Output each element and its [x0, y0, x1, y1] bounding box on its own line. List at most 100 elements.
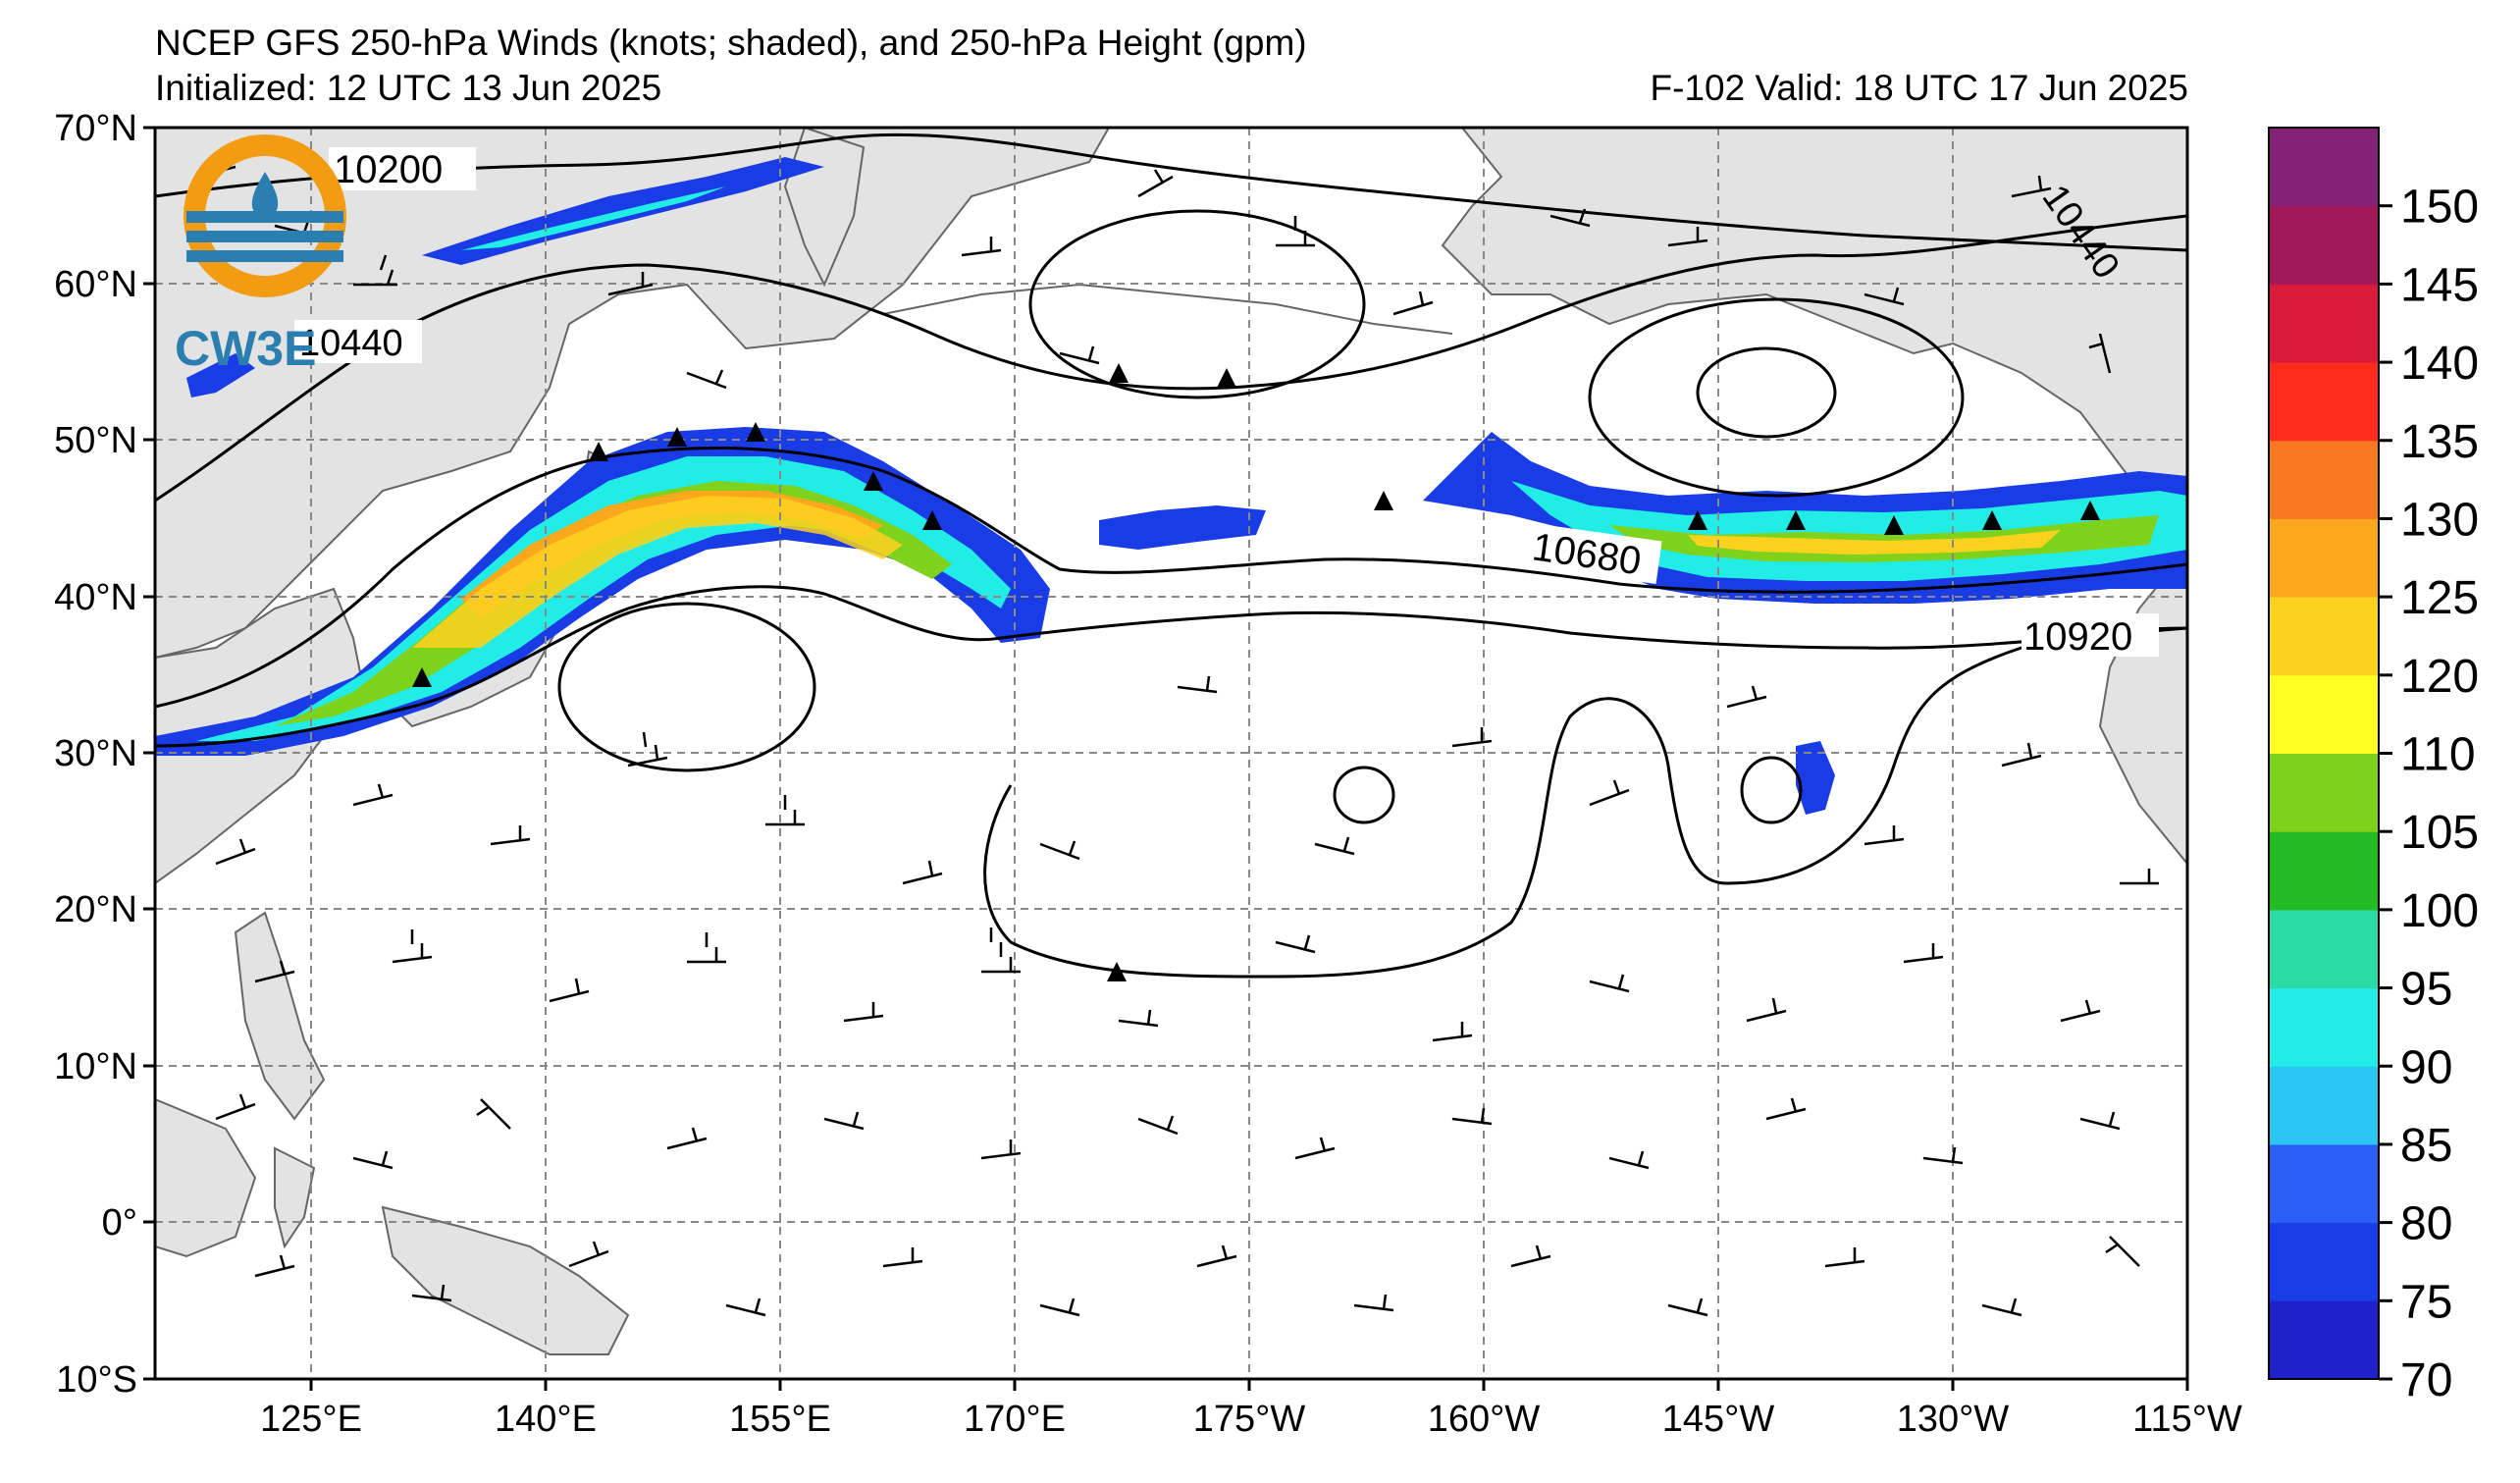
wind-barb-flag	[1688, 510, 1707, 530]
wind-barb	[353, 254, 397, 287]
colorbar-segment	[2269, 909, 2379, 989]
colorbar-segment	[2269, 284, 2379, 363]
wind-barb	[1118, 1009, 1159, 1028]
wind-barb	[1824, 1247, 1865, 1268]
wind-barb-flag	[1374, 491, 1393, 510]
wind-barb	[476, 1098, 511, 1130]
wind-barb-flag	[1109, 363, 1129, 383]
map-title: NCEP GFS 250-hPa Winds (knots; shaded), …	[155, 23, 1307, 63]
contour-label-bg	[1519, 522, 1662, 585]
colorbar-segment	[2269, 987, 2379, 1067]
lon-label: 125°E	[260, 1399, 362, 1440]
wind-barb	[2088, 333, 2112, 374]
lat-lon-grid	[155, 128, 2187, 1379]
land-borneo	[155, 1097, 257, 1258]
colorbar-segment	[2269, 1222, 2379, 1301]
wind-barb	[980, 1139, 1022, 1160]
wind-barb-flag	[1786, 510, 1806, 530]
contour-subtropical-ridge	[983, 626, 2187, 979]
colorbar-segment	[2269, 440, 2379, 519]
lon-labels: 125°E 140°E 155°E 170°E 175°W 160°W 145°…	[260, 1399, 2242, 1440]
wind-barb	[1353, 1294, 1394, 1312]
colorbar-label: 120	[2400, 651, 2479, 703]
lat-label: 50°N	[54, 420, 137, 461]
lon-label: 115°W	[2132, 1399, 2242, 1440]
wind-barb-flag	[746, 422, 765, 442]
colorbar-label: 140	[2400, 338, 2479, 390]
lon-label: 155°E	[729, 1399, 831, 1440]
wind-barb	[981, 927, 1021, 974]
contour-label-group: 10200 10440 10440 10680 10920	[294, 147, 2159, 659]
wind-barb	[1746, 997, 1787, 1023]
wind-barb	[215, 1093, 256, 1121]
wind-barb	[1039, 840, 1080, 861]
lat-label: 0°	[102, 1202, 137, 1244]
lon-label: 140°E	[495, 1399, 597, 1440]
lon-label: 160°W	[1428, 1399, 1541, 1440]
wind-barb	[1608, 1150, 1650, 1170]
wind-barb	[1137, 1115, 1179, 1136]
wind-barb	[961, 237, 1002, 257]
contour-10680	[155, 447, 2187, 709]
colorbar-label: 85	[2400, 1120, 2452, 1172]
colorbar-segment	[2269, 362, 2379, 442]
lat-axis	[143, 126, 155, 1381]
closed-high-mid-pacific	[1333, 766, 1395, 824]
wind-barb	[254, 1254, 295, 1278]
contour-label-bg	[329, 147, 476, 190]
wind-barb-flag	[667, 427, 687, 447]
wind-barb-flag	[864, 471, 883, 491]
closed-high-west-pacific	[557, 602, 816, 772]
wind-barbs	[195, 154, 2159, 1317]
colorbar-segment	[2269, 518, 2379, 598]
lon-label: 130°W	[1897, 1399, 2010, 1440]
wind-barb	[902, 860, 943, 885]
wind-barb	[2001, 742, 2042, 768]
wind-barb	[1059, 345, 1100, 365]
wind-barb	[823, 1111, 865, 1131]
land-philippines	[234, 911, 326, 1121]
lon-label: 145°W	[1662, 1399, 1775, 1440]
wind-barb	[882, 1247, 923, 1268]
colorbar-label: 95	[2400, 964, 2452, 1016]
jet-small-blob	[1796, 741, 1835, 815]
wind-barb	[1667, 1298, 1708, 1317]
land-new-guinea	[381, 1205, 630, 1355]
wind-barb-flag	[922, 510, 942, 530]
contour-label: 10920	[2023, 615, 2132, 659]
colorbar-segment	[2269, 597, 2379, 676]
wind-barb	[607, 272, 654, 296]
wind-barb	[1177, 675, 1218, 694]
lon-axis	[309, 1379, 2189, 1391]
wind-barb	[1196, 1245, 1237, 1268]
logo-text: CW3E	[175, 321, 316, 376]
cw3e-logo: CW3E	[175, 134, 346, 376]
wind-barb	[1510, 1245, 1551, 1268]
water-drop-icon	[251, 172, 279, 221]
wind-barb	[1903, 943, 1944, 964]
colorbar-label: 130	[2400, 494, 2479, 546]
colorbar-segment	[2269, 1143, 2379, 1224]
wind-barb	[2011, 175, 2052, 198]
height-contours	[155, 132, 2187, 979]
wind-barb	[1765, 1097, 1807, 1121]
wind-barb	[215, 838, 256, 866]
contour-label: 10200	[334, 148, 443, 191]
lat-label: 20°N	[54, 889, 137, 930]
wind-barb	[686, 369, 727, 390]
wind-barb	[687, 932, 726, 964]
closed-high-northeast	[1588, 297, 1965, 498]
jet-far-west	[186, 353, 255, 397]
wind-barb	[490, 825, 531, 846]
jet-mid-blob	[1099, 505, 1266, 550]
wind-barb	[254, 960, 295, 983]
initialized-time: Initialized: 12 UTC 13 Jun 2025	[155, 68, 662, 108]
wind-barb	[1392, 291, 1434, 316]
wind-barb	[666, 1127, 708, 1150]
jet-east-inner	[1511, 481, 2187, 581]
wind-barb	[1726, 685, 1767, 709]
land-asia-north	[155, 128, 1111, 660]
wind-barb	[1451, 727, 1493, 748]
colorbar-label: 80	[2400, 1198, 2452, 1250]
